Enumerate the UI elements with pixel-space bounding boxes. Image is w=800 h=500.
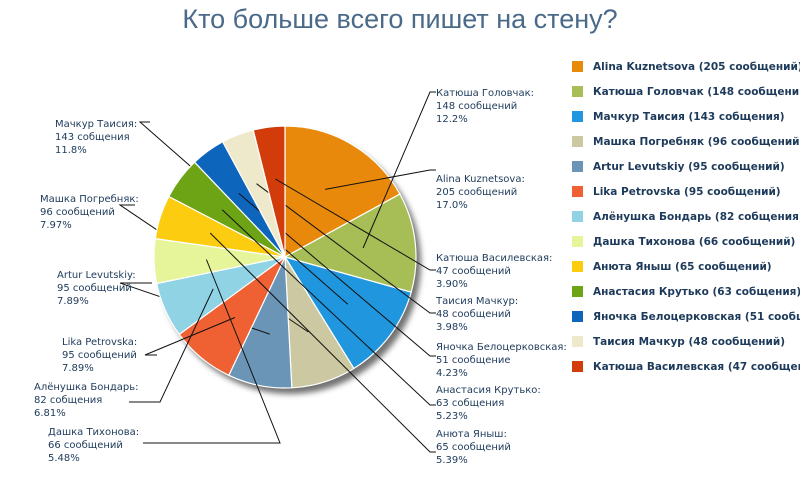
slice-label-count: 95 сообщений <box>57 283 132 294</box>
legend-swatch <box>572 136 583 147</box>
slice-label-percent: 6.81% <box>34 408 66 419</box>
legend-item: Alina Kuznetsova (205 сообщений) <box>572 54 800 79</box>
legend-item: Анюта Яныш (65 сообщений) <box>572 254 800 279</box>
slice-label-name: Машка Погребняк: <box>40 194 139 205</box>
legend-item: Таисия Мачкур (48 сообщений) <box>572 329 800 354</box>
slice-label-count: 65 сообщений <box>436 442 511 453</box>
legend-swatch <box>572 361 583 372</box>
slice-label-percent: 5.48% <box>48 453 80 464</box>
slice-label-name: Таисия Мачкур: <box>435 296 518 307</box>
leader-line <box>209 232 436 453</box>
slice-label-percent: 4.23% <box>436 368 468 379</box>
leader-line <box>143 259 281 444</box>
legend-swatch <box>572 111 583 122</box>
slice-label-name: Alina Kuznetsova: <box>436 174 525 185</box>
pie-slice <box>252 125 286 258</box>
legend-swatch <box>572 86 583 97</box>
legend-swatch <box>572 186 583 197</box>
legend-label: Машка Погребняк (96 сообщений) <box>593 135 800 148</box>
slice-label-percent: 5.23% <box>436 411 468 422</box>
leader-line <box>256 183 436 314</box>
pie-slice <box>283 193 417 293</box>
legend-label: Катюша Василевская (47 сообщений) <box>593 360 800 373</box>
legend-swatch <box>572 261 583 272</box>
slice-label-name: Катюша Василевская: <box>436 253 552 264</box>
legend-item: Анастасия Крутько (63 собщения) <box>572 279 800 304</box>
pie-slice <box>284 125 401 259</box>
slice-label-percent: 11.8% <box>55 145 87 156</box>
legend-item: Катюша Василевская (47 сообщений) <box>572 354 800 379</box>
legend-label: Таисия Мачкур (48 сообщений) <box>593 335 786 348</box>
slice-label-count: 82 собщения <box>34 395 102 406</box>
slice-label-name: Яночка Белоцерковская: <box>436 342 567 353</box>
slice-label-percent: 7.89% <box>62 363 94 374</box>
leader-line <box>238 193 436 357</box>
legend-item: Яночка Белоцерковская (51 сообщение) <box>572 304 800 329</box>
legend-swatch <box>572 211 583 222</box>
slice-label-name: Мачкур Таисия: <box>55 119 137 130</box>
legend-swatch <box>572 286 583 297</box>
slice-label-count: 48 сообщений <box>436 309 511 320</box>
legend-swatch <box>572 236 583 247</box>
legend-item: Катюша Головчак (148 сообщений) <box>572 79 800 104</box>
legend: Alina Kuznetsova (205 сообщений) Катюша Г… <box>572 54 800 379</box>
leader-line <box>362 91 436 249</box>
legend-label: Катюша Головчак (148 сообщений) <box>593 85 800 98</box>
slice-label-percent: 7.89% <box>57 296 89 307</box>
slice-label-count: 47 сообщений <box>436 266 511 277</box>
leader-line <box>325 169 436 190</box>
legend-item: Алёнушка Бондарь (82 собщения) <box>572 204 800 229</box>
legend-swatch <box>572 161 583 172</box>
slice-label-count: 96 сообщений <box>40 207 115 218</box>
legend-label: Artur Levutskiy (95 сообщений) <box>593 160 785 173</box>
legend-swatch <box>572 61 583 72</box>
slice-label-name: Lika Petrovska: <box>62 337 137 348</box>
leader-line <box>144 317 236 356</box>
pie-slice <box>283 256 412 370</box>
legend-item: Artur Levutskiy (95 сообщений) <box>572 154 800 179</box>
legend-swatch <box>572 336 583 347</box>
slice-label-count: 95 сообщений <box>62 350 137 361</box>
slice-label-count: 205 сообщений <box>436 187 517 198</box>
slice-label-name: Анастасия Крутько: <box>436 385 541 396</box>
slice-label-count: 143 собщения <box>55 132 130 143</box>
slice-label-count: 63 собщения <box>436 398 504 409</box>
leader-line <box>129 288 214 403</box>
slice-label-count: 51 сообщение <box>436 355 511 366</box>
legend-item: Мачкур Таисия (143 собщения) <box>572 104 800 129</box>
chart-title: Кто больше всего пишет на стену? <box>182 4 618 34</box>
legend-label: Яночка Белоцерковская (51 сообщение) <box>593 310 800 323</box>
slice-label-name: Катюша Головчак: <box>436 88 534 99</box>
slice-label-percent: 5.39% <box>436 455 468 466</box>
legend-item: Дашка Тихонова (66 сообщений) <box>572 229 800 254</box>
slice-label-percent: 17.0% <box>436 200 468 211</box>
leader-line <box>275 178 436 271</box>
slice-label-name: Дашка Тихонова: <box>48 427 139 438</box>
legend-swatch <box>572 311 583 322</box>
legend-label: Мачкур Таисия (143 собщения) <box>593 110 785 123</box>
legend-label: Lika Petrovska (95 сообщений) <box>593 185 781 198</box>
slice-label-name: Алёнушка Бондарь: <box>34 382 139 393</box>
legend-item: Lika Petrovska (95 сообщений) <box>572 179 800 204</box>
slice-label-percent: 12.2% <box>436 114 468 125</box>
legend-label: Алёнушка Бондарь (82 собщения) <box>593 210 800 223</box>
leader-line <box>221 209 436 406</box>
legend-item: Машка Погребняк (96 сообщений) <box>572 129 800 154</box>
slice-label-name: Анюта Яныш: <box>436 429 507 440</box>
legend-label: Дашка Тихонова (66 сообщений) <box>593 235 796 248</box>
legend-label: Анюта Яныш (65 сообщений) <box>593 260 772 273</box>
legend-label: Alina Kuznetsova (205 сообщений) <box>593 60 800 73</box>
slice-label-count: 148 сообщений <box>436 101 517 112</box>
slice-label-count: 66 сообщений <box>48 440 123 451</box>
slice-label-percent: 3.98% <box>436 322 468 333</box>
slice-label-name: Artur Levutskiy: <box>57 270 136 281</box>
slice-label-percent: 3.90% <box>436 279 468 290</box>
slice-label-percent: 7.97% <box>40 220 72 231</box>
legend-label: Анастасия Крутько (63 собщения) <box>593 285 800 298</box>
